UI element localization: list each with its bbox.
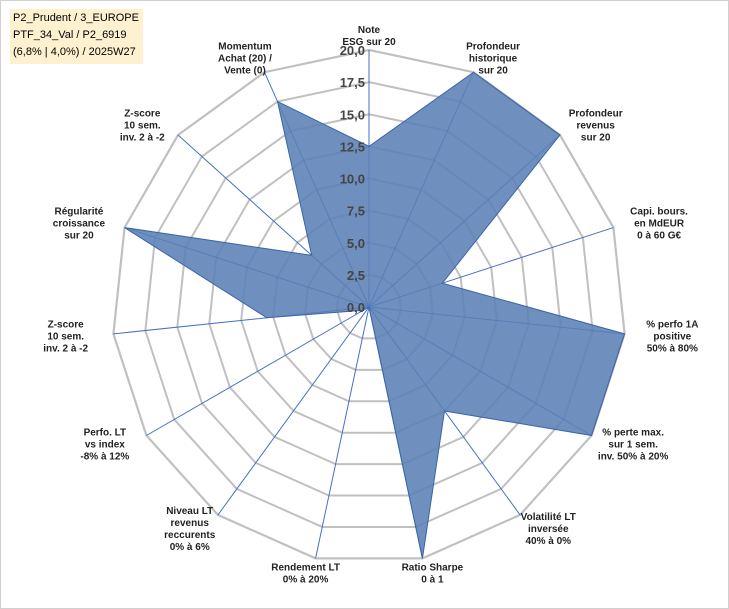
portfolio-info-box: P2_Prudent / 3_EUROPE PTF_34_Val / P2_69… [10, 9, 143, 64]
grid-ring [240, 177, 498, 434]
tick-label: 5,0 [347, 236, 365, 251]
tick-label: 17,5 [340, 75, 365, 90]
axis-label: Niveau LT revenus reccurents 0% à 6% [164, 506, 216, 553]
axis-label: Volatilité LT inversée 40% à 0% [521, 512, 576, 547]
axis-label: Momentum Achat (20) / Vente (0) [218, 42, 272, 77]
axis-label: Z-score 10 sem. inv. 2 à -2 [120, 108, 165, 143]
spoke-line [217, 306, 370, 516]
axis-label: % perfo 1A positive 50% à 80% [646, 320, 698, 355]
axis-label: Rendement LT 0% à 20% [271, 562, 340, 585]
axis-label: Profondeur historique sur 20 [466, 42, 520, 77]
tick-label: 2,5 [347, 268, 365, 283]
axis-label: Note ESG sur 20 [342, 25, 396, 48]
axis-label: Ratio Sharpe 0 à 1 [402, 562, 464, 585]
axis-label: Capi. bours. en MdEUR 0 à 60 G€ [630, 207, 688, 242]
tick-label: 7,5 [347, 204, 365, 219]
grid-ring [144, 81, 594, 528]
grid-ring [208, 145, 530, 466]
portfolio-info-line-3: (6,8% | 4,0%) / 2025W27 [13, 46, 136, 58]
tick-label: 20,0 [340, 43, 365, 58]
axis-label: Z-score 10 sem. inv. 2 à -2 [43, 320, 88, 355]
grid-ring [176, 113, 562, 497]
axis-label: Régularité croissance sur 20 [53, 207, 106, 242]
portfolio-info-line-2: PTF_34_Val / P2_6919 [13, 29, 127, 41]
tick-label: 15,0 [340, 107, 365, 122]
tick-label: 0,0 [347, 300, 365, 315]
portfolio-info-line-1: P2_Prudent / 3_EUROPE [13, 12, 139, 24]
radar-tick-labels: 0,0 2,5 5,0 7,5 10,0 12,5 15,0 17,5 20,0 [340, 43, 365, 315]
spoke-line [146, 306, 370, 436]
series-area [124, 71, 626, 559]
spoke-line [315, 306, 370, 559]
axis-label: Perfo. LT vs index -8% à 12% [80, 428, 129, 463]
grid-ring [112, 48, 626, 560]
radar-axis-labels: Note ESG sur 20 Profondeur historique sur 20… [43, 25, 698, 585]
tick-label: 10,0 [340, 172, 365, 187]
radar-series [124, 71, 626, 559]
axis-label: % perte max. sur 1 sem. inv. 50% à 20% [598, 428, 669, 463]
axis-label: Profondeur revenus sur 20 [569, 108, 623, 143]
tick-label: 12,5 [340, 139, 365, 154]
